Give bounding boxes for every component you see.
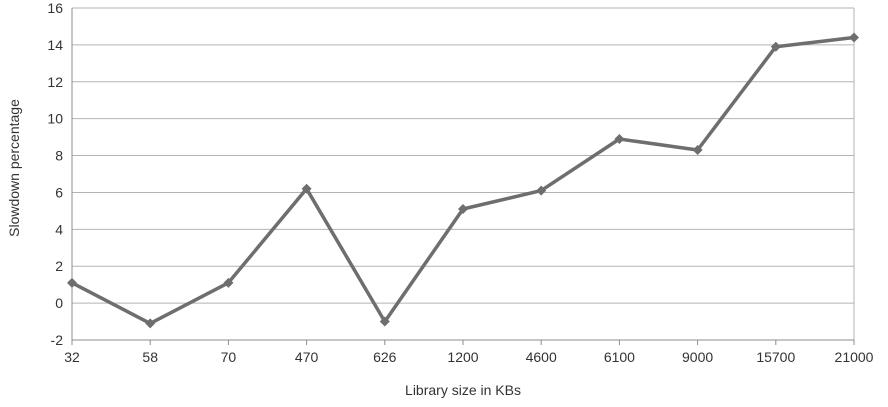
data-point-marker <box>67 277 77 288</box>
y-tick-label: 14 <box>47 37 63 53</box>
y-tick-label: 6 <box>55 184 63 200</box>
data-point-marker <box>614 133 625 144</box>
y-tick-label: 12 <box>47 74 63 90</box>
data-point-marker <box>458 204 468 215</box>
series-line-path <box>70 35 856 326</box>
x-tick-label: 470 <box>295 349 319 365</box>
x-axis-title: Library size in KBs <box>405 382 521 398</box>
x-tick-label: 6100 <box>604 349 635 365</box>
data-point-marker <box>145 318 156 329</box>
x-tick-label: 626 <box>373 349 397 365</box>
y-tick-label: 10 <box>47 111 63 127</box>
y-tick-labels: -2 0 2 4 6 8 10 12 14 16 <box>47 0 63 348</box>
data-point-marker <box>301 183 312 194</box>
y-tick-label: 16 <box>47 0 63 16</box>
y-tick-label: 8 <box>55 148 63 164</box>
x-tick-label: 1200 <box>447 349 478 365</box>
data-point-marker <box>223 277 234 288</box>
data-point-marker <box>849 32 859 43</box>
x-tick-label: 15700 <box>756 349 795 365</box>
data-point-marker <box>536 185 547 196</box>
y-tick-label: -2 <box>51 332 64 348</box>
series-line <box>70 35 856 326</box>
y-tick-label: 0 <box>55 295 63 311</box>
x-tick-label: 9000 <box>682 349 713 365</box>
data-point-marker <box>379 316 390 327</box>
x-tick-label: 58 <box>142 349 158 365</box>
x-tick-label: 32 <box>64 349 80 365</box>
data-point-marker <box>770 41 781 52</box>
y-tick-label: 4 <box>55 221 63 237</box>
gridlines <box>72 7 854 341</box>
x-tick-labels: 32 58 70 470 626 1200 4600 6100 9000 15700 21000 <box>64 349 873 365</box>
x-tick-label: 21000 <box>835 349 874 365</box>
axes <box>71 8 855 345</box>
y-axis-title: Slowdown percentage <box>6 99 22 237</box>
data-point-marker <box>692 145 703 156</box>
data-points <box>67 32 859 329</box>
x-tick-label: 70 <box>221 349 237 365</box>
x-tick-label: 4600 <box>526 349 557 365</box>
y-tick-label: 2 <box>55 258 63 274</box>
